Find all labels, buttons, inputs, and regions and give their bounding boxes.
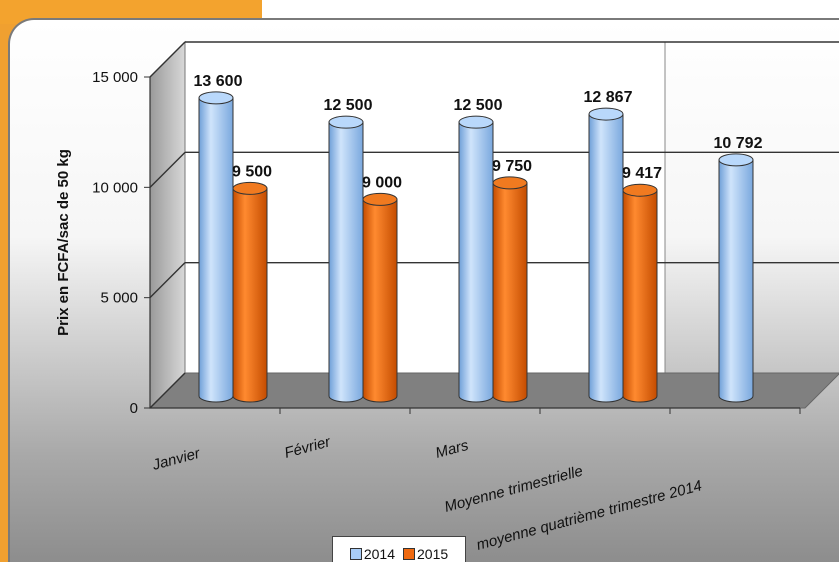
legend-swatch-2014 bbox=[349, 548, 362, 560]
bar-2015-1 bbox=[362, 198, 398, 403]
legend-label-2015: 2015 bbox=[417, 546, 449, 562]
category-label-0: Janvier bbox=[150, 445, 203, 474]
data-label-2015-3: 9 417 bbox=[622, 165, 662, 182]
legend-item-2015: 2015 bbox=[403, 546, 448, 562]
bar-2015-3 bbox=[622, 189, 658, 403]
data-label-2014-2: 12 500 bbox=[454, 97, 503, 114]
y-axis-title: Prix en FCFA/sac de 50 kg bbox=[55, 149, 72, 336]
data-label-2014-0: 13 600 bbox=[194, 73, 243, 90]
bar-top-2014-3 bbox=[588, 107, 624, 121]
legend-swatch-2015 bbox=[403, 548, 415, 560]
bar-2014-3 bbox=[588, 113, 624, 403]
bar-2014-0 bbox=[198, 97, 234, 403]
chart-card: 0 5 000 10 000 15 000 Prix en FCFA/sac de 50… bbox=[8, 18, 839, 562]
data-label-2015-2: 9 750 bbox=[492, 158, 532, 175]
bar-top-2015-3 bbox=[622, 183, 658, 197]
legend-label-2014: 2014 bbox=[363, 546, 395, 562]
bar-top-2014-2 bbox=[458, 115, 494, 129]
bar-top-2014-0 bbox=[198, 91, 234, 105]
legend: 2014 2015 bbox=[332, 536, 466, 562]
gridline-side-0 bbox=[149, 372, 186, 409]
data-label-2015-0: 9 500 bbox=[232, 163, 272, 180]
data-label-2014-1: 12 500 bbox=[324, 97, 373, 114]
data-label-2015-1: 9 000 bbox=[362, 174, 402, 191]
side-wall bbox=[149, 40, 186, 410]
ytick-label-2: 10 000 bbox=[92, 179, 138, 196]
bar-2014-1 bbox=[328, 121, 364, 403]
bar-top-2014-4 bbox=[718, 153, 754, 167]
gridline-side-3 bbox=[149, 41, 186, 78]
ytick-label-1: 5 000 bbox=[100, 290, 138, 307]
bar-top-2015-2 bbox=[492, 176, 528, 190]
bar-top-2015-1 bbox=[362, 192, 398, 206]
bar-2015-0 bbox=[232, 187, 268, 403]
gridline-side-2 bbox=[149, 151, 186, 188]
legend-item-2014: 2014 bbox=[349, 546, 395, 562]
bar-2015-2 bbox=[492, 182, 528, 403]
ytick-label-0: 0 bbox=[130, 400, 138, 417]
data-label-2014-4: 10 792 bbox=[714, 135, 763, 152]
gridline-side-1 bbox=[149, 262, 186, 299]
chart-svg: 0 5 000 10 000 15 000 Prix en FCFA/sac de 50… bbox=[55, 40, 839, 554]
ytick-label-3: 15 000 bbox=[92, 69, 138, 86]
bar-2014-2 bbox=[458, 121, 494, 403]
category-label-2: Mars bbox=[434, 437, 471, 462]
bar-top-2014-1 bbox=[328, 115, 364, 129]
category-label-1: Février bbox=[283, 433, 333, 462]
bar-2014-4 bbox=[718, 159, 754, 403]
data-label-2014-3: 12 867 bbox=[584, 89, 633, 106]
category-label-3: Moyenne trimestrielle bbox=[443, 463, 585, 516]
bar-top-2015-0 bbox=[232, 181, 268, 195]
